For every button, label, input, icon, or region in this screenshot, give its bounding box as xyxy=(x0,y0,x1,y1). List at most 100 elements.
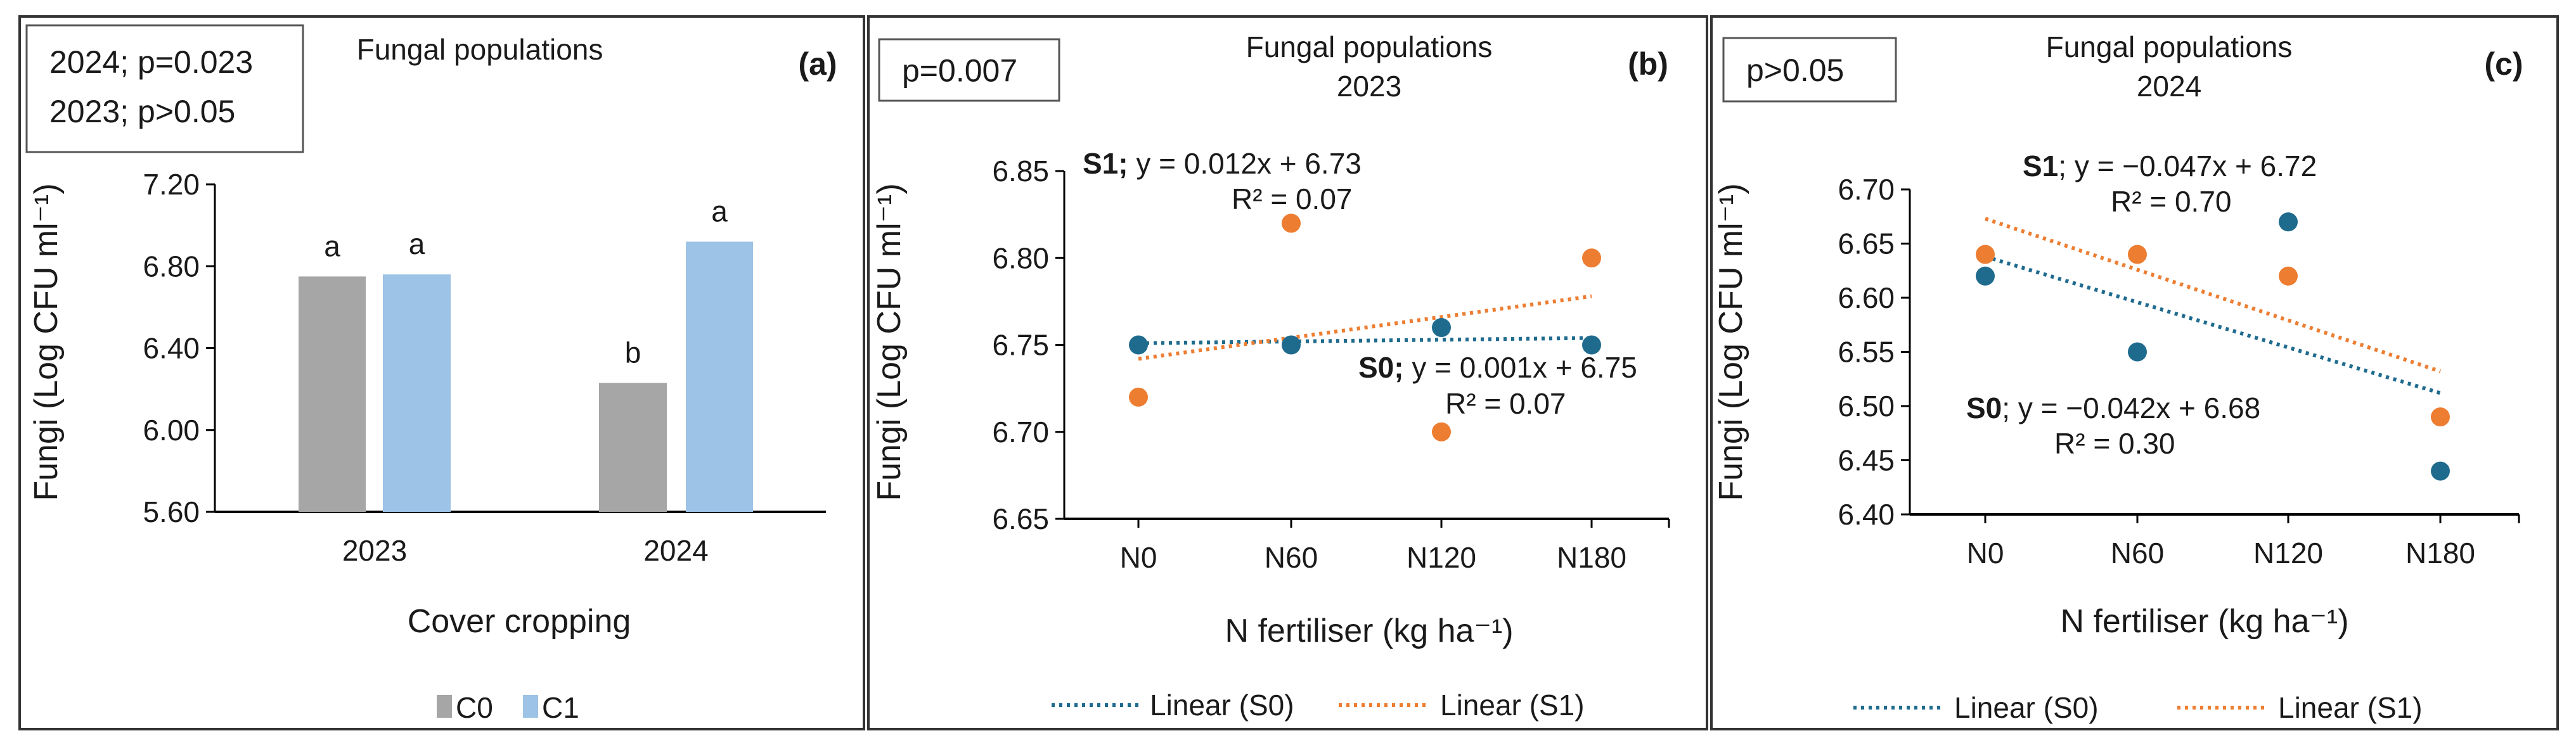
x-tick-label: N120 xyxy=(1407,541,1476,574)
legend-label: Linear (S0) xyxy=(1150,689,1294,722)
panel-a: 2024; p=0.023 2023; p>0.05 Fungal populati… xyxy=(18,15,865,730)
stats-text: 2024; p=0.023 xyxy=(49,44,253,80)
equation-text: ; y = −0.042x + 6.68 xyxy=(2002,392,2260,424)
chart-subtitle: 2024 xyxy=(2137,70,2201,103)
y-tick-label: 6.80 xyxy=(143,250,200,283)
x-tick-label: 2023 xyxy=(342,534,407,567)
y-axis-label: Fungi (Log CFU ml⁻¹) xyxy=(871,183,908,500)
chart-title: Fungal populations xyxy=(357,33,603,66)
stats-text: p>0.05 xyxy=(1746,53,1844,88)
panel-label: (a) xyxy=(798,46,837,82)
series-name: S1 xyxy=(2023,150,2058,182)
point-S1-N120 xyxy=(1432,422,1451,442)
r-squared-S1: R² = 0.70 xyxy=(2111,185,2232,218)
y-tick-label: 6.00 xyxy=(143,414,200,447)
x-tick-label: N60 xyxy=(1265,541,1318,574)
legend-swatch-C1 xyxy=(523,695,538,718)
x-tick-label: N0 xyxy=(1967,537,2004,570)
panel-border xyxy=(867,15,1708,730)
point-S0-N120 xyxy=(1432,318,1451,338)
point-S1-N0 xyxy=(1976,245,1995,264)
legend-label: C0 xyxy=(456,691,493,724)
bar-C0-2024 xyxy=(599,383,667,512)
equation-S0: S0; y = 0.001x + 6.75 xyxy=(1358,351,1637,384)
point-S0-N60 xyxy=(1282,335,1301,355)
point-S1-N180 xyxy=(1582,248,1601,268)
point-S1-N120 xyxy=(2279,266,2298,286)
equation-text: y = 0.001x + 6.75 xyxy=(1404,351,1637,384)
series-name: S1; xyxy=(1083,147,1128,180)
equation-S1: S1; y = −0.047x + 6.72 xyxy=(2023,150,2317,182)
y-tick-label: 6.60 xyxy=(1838,281,1895,314)
y-tick-label: 6.55 xyxy=(1838,336,1895,369)
y-tick-label: 6.40 xyxy=(143,332,200,365)
panel-label: (c) xyxy=(2484,46,2523,82)
point-S1-N60 xyxy=(2128,245,2147,264)
point-S0-N180 xyxy=(2431,461,2450,481)
significance-letter: a xyxy=(409,227,425,260)
legend-label: C1 xyxy=(542,691,579,724)
y-tick-label: 5.60 xyxy=(143,495,200,528)
x-axis-label: N fertiliser (kg ha⁻¹) xyxy=(1225,613,1513,649)
point-S0-N120 xyxy=(2279,212,2298,232)
series-name: S0 xyxy=(1966,392,2002,424)
y-tick-label: 7.20 xyxy=(143,168,200,201)
y-tick-label: 6.40 xyxy=(1838,498,1895,531)
x-tick-label: N120 xyxy=(2253,537,2323,570)
panel-border xyxy=(1710,15,2559,730)
point-S1-N0 xyxy=(1129,387,1148,407)
point-S0-N0 xyxy=(1129,335,1148,355)
x-tick-label: N0 xyxy=(1120,541,1157,574)
chart-title: Fungal populations xyxy=(2046,30,2293,63)
panel-c: p>0.05 Fungal populations 2024 (c) 6.40 6.45 6… xyxy=(1710,15,2559,730)
point-S0-N180 xyxy=(1582,335,1601,355)
point-S0-N60 xyxy=(2128,342,2147,362)
y-tick-label: 6.85 xyxy=(992,155,1049,188)
x-tick-label: N180 xyxy=(1557,541,1626,574)
trendline-S1 xyxy=(1138,294,1592,361)
y-tick-label: 6.45 xyxy=(1838,444,1895,477)
legend-swatch-C0 xyxy=(437,695,452,718)
r-squared-S0: R² = 0.30 xyxy=(2054,427,2175,460)
y-tick-label: 6.70 xyxy=(1838,173,1895,206)
chart-subtitle: 2023 xyxy=(1337,70,1401,103)
equation-S0: S0; y = −0.042x + 6.68 xyxy=(1966,392,2260,424)
equation-S1: S1; y = 0.012x + 6.73 xyxy=(1083,147,1362,180)
point-S1-N60 xyxy=(1282,213,1301,233)
y-tick-label: 6.75 xyxy=(992,329,1049,362)
stats-text: 2023; p>0.05 xyxy=(49,94,235,129)
point-S0-N0 xyxy=(1976,266,1995,286)
significance-letter: a xyxy=(711,194,728,227)
significance-letter: a xyxy=(324,229,340,262)
series-name: S0; xyxy=(1358,351,1404,384)
y-tick-label: 6.65 xyxy=(992,502,1049,535)
legend-label: Linear (S1) xyxy=(1440,689,1585,722)
trendline-S0 xyxy=(1985,255,2441,395)
bar-C1-2023 xyxy=(383,274,451,512)
x-axis-label: N fertiliser (kg ha⁻¹) xyxy=(2060,603,2348,640)
r-squared-S0: R² = 0.07 xyxy=(1445,387,1566,420)
y-tick-label: 6.70 xyxy=(992,416,1049,449)
bar-C1-2024 xyxy=(686,241,753,512)
x-axis-label: Cover cropping xyxy=(408,603,631,640)
stats-box xyxy=(878,38,1060,102)
x-tick-label: N180 xyxy=(2405,537,2475,570)
panel-label: (b) xyxy=(1628,46,1668,82)
r-squared-S1: R² = 0.07 xyxy=(1232,182,1353,215)
y-axis-label: Fungi (Log CFU ml⁻¹) xyxy=(1713,183,1749,500)
chart-title: Fungal populations xyxy=(1246,30,1493,63)
x-tick-label: 2024 xyxy=(643,534,708,567)
stats-box xyxy=(1722,37,1897,103)
legend-label: Linear (S0) xyxy=(1954,691,2099,724)
y-tick-label: 6.50 xyxy=(1838,390,1895,423)
bar-C0-2023 xyxy=(299,276,366,512)
y-tick-label: 6.65 xyxy=(1838,227,1895,260)
point-S1-N180 xyxy=(2431,407,2450,427)
stats-text: p=0.007 xyxy=(902,53,1017,89)
y-axis-label: Fungi (Log CFU ml⁻¹) xyxy=(28,183,65,500)
stats-box xyxy=(25,24,304,153)
x-tick-label: N60 xyxy=(2111,537,2164,570)
significance-letter: b xyxy=(625,336,641,369)
panel-b: p=0.007 Fungal populations 2023 (b) 6.65 6.70… xyxy=(867,15,1708,730)
